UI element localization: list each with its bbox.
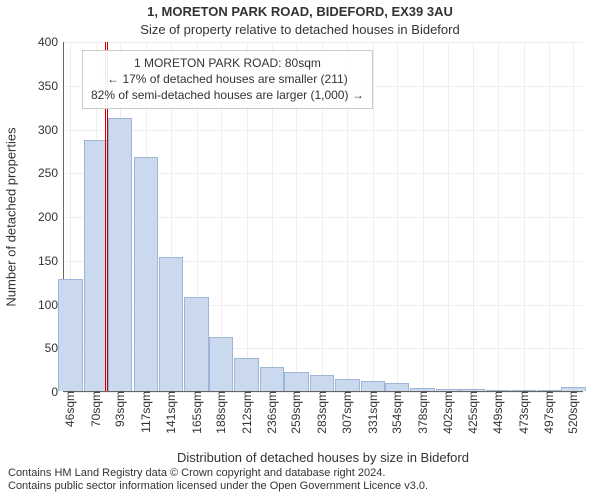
histogram-bar — [361, 381, 385, 391]
y-tick-label: 250 — [38, 166, 64, 180]
histogram-bar — [460, 389, 484, 391]
callout-line2: ← 17% of detached houses are smaller (21… — [91, 71, 364, 87]
histogram-bar — [58, 279, 82, 391]
x-tick-label: 188sqm — [214, 391, 228, 434]
gridline-h — [64, 42, 583, 43]
histogram-bar — [209, 337, 233, 391]
histogram-bar — [436, 389, 460, 391]
x-tick-label: 473sqm — [517, 391, 531, 434]
histogram-bar — [385, 383, 409, 391]
x-tick-label: 141sqm — [164, 391, 178, 434]
gridline-v — [549, 42, 550, 391]
chart-subtitle: Size of property relative to detached ho… — [0, 22, 600, 37]
gridline-v — [373, 42, 374, 391]
histogram-bar — [134, 157, 158, 392]
gridline-h — [64, 130, 583, 131]
gridline-v — [448, 42, 449, 391]
x-tick-label: 165sqm — [190, 391, 204, 434]
x-tick-label: 497sqm — [542, 391, 556, 434]
gridline-v — [498, 42, 499, 391]
histogram-bar — [310, 375, 334, 391]
histogram-bar — [561, 387, 585, 391]
histogram-bar — [260, 367, 284, 392]
x-tick-label: 93sqm — [113, 391, 127, 427]
x-tick-label: 449sqm — [491, 391, 505, 434]
callout-line1: 1 MORETON PARK ROAD: 80sqm — [91, 55, 364, 71]
histogram-bar — [234, 358, 258, 391]
y-tick-label: 350 — [38, 79, 64, 93]
x-tick-label: 259sqm — [289, 391, 303, 434]
histogram-bar — [184, 297, 208, 392]
y-tick-label: 150 — [38, 254, 64, 268]
x-tick-label: 354sqm — [390, 391, 404, 434]
x-tick-label: 283sqm — [315, 391, 329, 434]
y-tick-label: 400 — [38, 35, 64, 49]
x-tick-label: 331sqm — [366, 391, 380, 434]
gridline-v — [397, 42, 398, 391]
footer-line2: Contains public sector information licen… — [8, 480, 428, 494]
x-tick-label: 425sqm — [466, 391, 480, 434]
y-axis-label: Number of detached properties — [4, 127, 19, 306]
x-tick-label: 117sqm — [139, 391, 153, 433]
x-tick-label: 307sqm — [340, 391, 354, 434]
histogram-bar — [284, 372, 308, 391]
histogram-bar — [537, 390, 561, 391]
gridline-v — [524, 42, 525, 391]
histogram-bar — [108, 118, 132, 391]
x-axis-label: Distribution of detached houses by size … — [63, 450, 583, 465]
histogram-bar — [84, 140, 108, 391]
x-tick-label: 236sqm — [265, 391, 279, 434]
x-tick-label: 46sqm — [63, 391, 77, 427]
y-tick-label: 200 — [38, 210, 64, 224]
x-tick-label: 212sqm — [240, 391, 254, 434]
plot-area: 05010015020025030035040046sqm70sqm93sqm1… — [63, 42, 583, 392]
gridline-v — [423, 42, 424, 391]
callout-box: 1 MORETON PARK ROAD: 80sqm ← 17% of deta… — [82, 50, 373, 109]
histogram-bar — [410, 388, 434, 392]
footer-line1: Contains HM Land Registry data © Crown c… — [8, 467, 428, 481]
chart-title: 1, MORETON PARK ROAD, BIDEFORD, EX39 3AU — [0, 4, 600, 19]
histogram-bar — [486, 390, 510, 391]
x-tick-label: 378sqm — [416, 391, 430, 434]
attribution-footer: Contains HM Land Registry data © Crown c… — [8, 467, 428, 495]
x-tick-label: 402sqm — [441, 391, 455, 434]
y-tick-label: 300 — [38, 123, 64, 137]
x-tick-label: 520sqm — [566, 391, 580, 434]
histogram-bar — [159, 257, 183, 391]
chart-container: { "title": "1, MORETON PARK ROAD, BIDEFO… — [0, 0, 600, 500]
histogram-bar — [511, 390, 535, 391]
callout-line3: 82% of semi-detached houses are larger (… — [91, 87, 364, 103]
gridline-v — [473, 42, 474, 391]
x-tick-label: 70sqm — [89, 391, 103, 427]
gridline-v — [573, 42, 574, 391]
histogram-bar — [335, 379, 359, 391]
